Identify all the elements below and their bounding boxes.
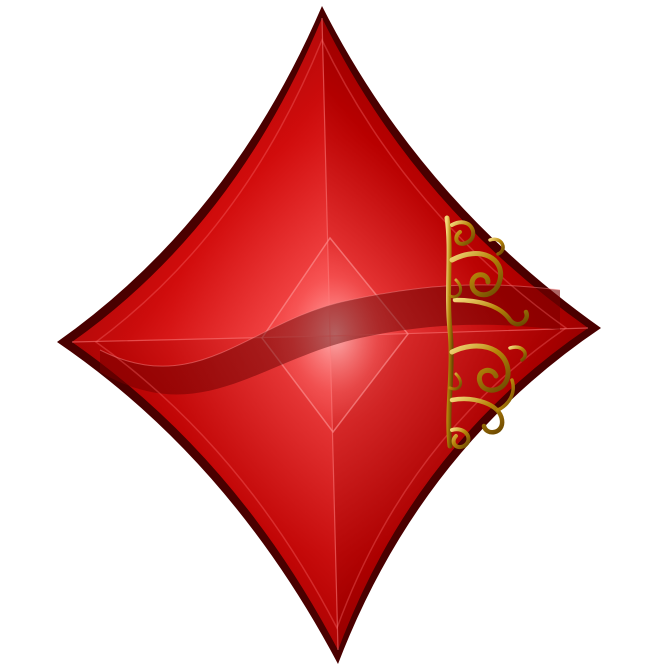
gold-filigree-ornament-icon [444,215,530,449]
